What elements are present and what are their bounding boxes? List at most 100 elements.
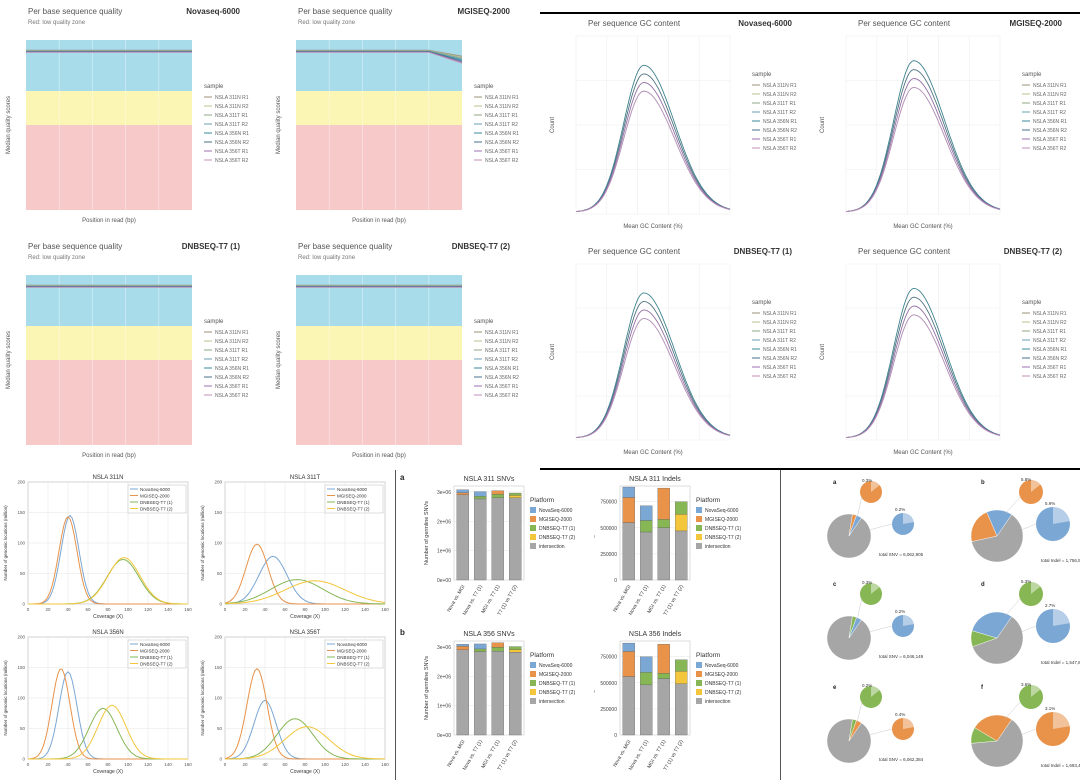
pie-side-slice-light: [903, 718, 914, 729]
variant-bar-segment: [657, 678, 670, 736]
pie-main-slice: [848, 515, 862, 537]
variant-legend-label: DNBSEQ-T7 (1): [705, 526, 741, 532]
pie-connector: [868, 523, 893, 531]
variant-title: NSLA 311 Indels: [629, 476, 681, 483]
coverage-line-mgiseq-2000: [224, 543, 385, 605]
quality-zone-medium: [296, 91, 462, 125]
coverage-ytick: 100: [214, 696, 222, 701]
quality-legend-label: NSLA 356N R2: [215, 140, 249, 146]
gc-legend-label: NSLA 311T R2: [763, 110, 796, 116]
pie-svg-3: d 5.3% 2.7% total Indel = 1,547,842: [970, 579, 1080, 665]
coverage-panel-2: NSLA 356N 0 20 40 60 80 100 120 140 160 0 50 100 150 2…: [0, 625, 197, 780]
pie-top-slice: [860, 583, 882, 605]
coverage-xtick: 20: [242, 607, 248, 612]
quality-line: [296, 51, 463, 64]
gc-line: [575, 64, 731, 212]
variant-bar-segment: [456, 494, 469, 581]
coverage-xtick: 160: [381, 762, 389, 767]
variant-legend-swatch: [530, 543, 536, 549]
variant-panel-3: NSLA 356 Indels 0 250000 500000 750000 Nova v…: [594, 625, 778, 780]
pie-top-pct: 0.3%: [862, 580, 872, 585]
quality-title: Per base sequence quality: [298, 7, 392, 16]
coverage-xtick: 20: [45, 607, 51, 612]
gc-legend-label: NSLA 356N R2: [763, 128, 797, 134]
coverage-legend-label: DNBSEQ-T7 (2): [337, 506, 370, 511]
variant-bar-segment: [657, 673, 670, 679]
coverage-ytick: 100: [17, 696, 25, 701]
variant-legend-label: DNBSEQ-T7 (1): [705, 681, 741, 687]
coverage-svg-3: NSLA 356T 0 20 40 60 80 100 120 140 160 0 50 100 150 2…: [200, 630, 389, 775]
gc-line: [845, 305, 1001, 438]
coverage-legend-label: MGISEQ-2000: [140, 493, 170, 498]
gc-legend-label: NSLA 311N R1: [763, 311, 797, 317]
gc-legend-label: NSLA 311N R2: [1033, 92, 1067, 98]
pie-panel-letter: d: [981, 582, 985, 588]
variant-ytick: 1e+06: [437, 704, 451, 710]
gc-title: Per sequence GC content: [588, 247, 681, 256]
quality-legend-label: NSLA 311T R2: [485, 122, 518, 128]
pie-connector: [856, 597, 863, 621]
variant-bar-segment: [675, 530, 688, 581]
quality-xlabel: Position in read (bp): [82, 453, 136, 459]
quality-panel-0: Per base sequence quality Red: low qualit…: [0, 0, 270, 235]
coverage-xlabel: Coverage (X): [93, 769, 123, 775]
quality-zone-medium: [296, 326, 462, 360]
variant-bar-segment: [622, 497, 635, 523]
quality-svg-3: Per base sequence quality Red: low qualit…: [276, 242, 519, 459]
variant-legend-title: Platform: [530, 652, 554, 659]
variant-legend-swatch: [696, 516, 702, 522]
gc-line: [575, 309, 731, 438]
pie-main-slice: [970, 511, 998, 542]
variant-bar-segment: [509, 646, 522, 650]
pie-top-pct: 5.3%: [1021, 579, 1031, 584]
coverage-xtick: 20: [45, 762, 51, 767]
quality-legend-label: NSLA 311T R2: [485, 357, 518, 363]
quality-xlabel: Position in read (bp): [352, 218, 406, 224]
coverage-legend-label: DNBSEQ-T7 (1): [140, 500, 173, 505]
coverage-xtick: 40: [262, 762, 268, 767]
gc-panel-0: Per sequence GC content Novaseq-6000 Count…: [540, 14, 810, 242]
variant-legend-swatch: [696, 680, 702, 686]
coverage-legend-label: DNBSEQ-T7 (2): [140, 506, 173, 511]
pie-connector: [1004, 700, 1022, 720]
coverage-ylabel: Number of genomic locations (million): [200, 660, 205, 736]
gc-line: [575, 318, 731, 438]
coverage-xtick: 120: [144, 762, 152, 767]
coverage-ylabel: Number of genomic locations (million): [200, 505, 205, 581]
variant-legend-swatch: [696, 698, 702, 704]
pie-main-slice: [986, 509, 1012, 537]
coverage-xlabel: Coverage (X): [93, 614, 123, 620]
quality-zone-good: [26, 40, 192, 91]
coverage-panel-3: NSLA 356T 0 20 40 60 80 100 120 140 160 0 50 100 150 2…: [197, 625, 394, 780]
pie-connector: [868, 728, 893, 736]
quality-legend-label: NSLA 356N R2: [485, 140, 519, 146]
pie-top-pct: 0.2%: [862, 683, 872, 688]
coverage-ytick: 200: [17, 635, 25, 640]
coverage-xtick: 60: [282, 762, 288, 767]
coverage-ytick: 150: [17, 665, 25, 670]
pie-side-slice-light: [903, 513, 914, 524]
gc-legend-label: NSLA 356T R1: [1033, 365, 1066, 371]
pie-main-slice: [971, 514, 1024, 563]
pie-top-slice: [1019, 582, 1043, 606]
pie-connector: [1020, 625, 1037, 633]
gc-legend-label: NSLA 311N R1: [1033, 83, 1067, 89]
variant-bar-segment: [474, 498, 487, 581]
coverage-title: NSLA 356T: [290, 630, 321, 636]
gc-legend-label: NSLA 356T R1: [1033, 137, 1066, 143]
pie-panel-3: d 5.3% 2.7% total Indel = 1,547,842: [933, 574, 1080, 677]
variant-bar-segment: [622, 651, 635, 677]
variant-legend-swatch: [696, 671, 702, 677]
variant-ytick: 2e+06: [437, 674, 451, 680]
gc-line: [845, 78, 1001, 212]
variant-bar-segment: [509, 497, 522, 581]
quality-legend-label: NSLA 356N R1: [215, 366, 249, 372]
gc-line: [575, 90, 731, 212]
coverage-ytick: 100: [214, 541, 222, 546]
gc-line: [845, 69, 1001, 212]
gc-line: [575, 300, 731, 438]
quality-title: Per base sequence quality: [28, 242, 122, 251]
coverage-xtick: 0: [27, 607, 30, 612]
quality-subtitle: Red: low quality zone: [298, 255, 356, 261]
coverage-panel-1: NSLA 311T 0 20 40 60 80 100 120 140 160 0 50 100 150 2…: [197, 470, 394, 625]
